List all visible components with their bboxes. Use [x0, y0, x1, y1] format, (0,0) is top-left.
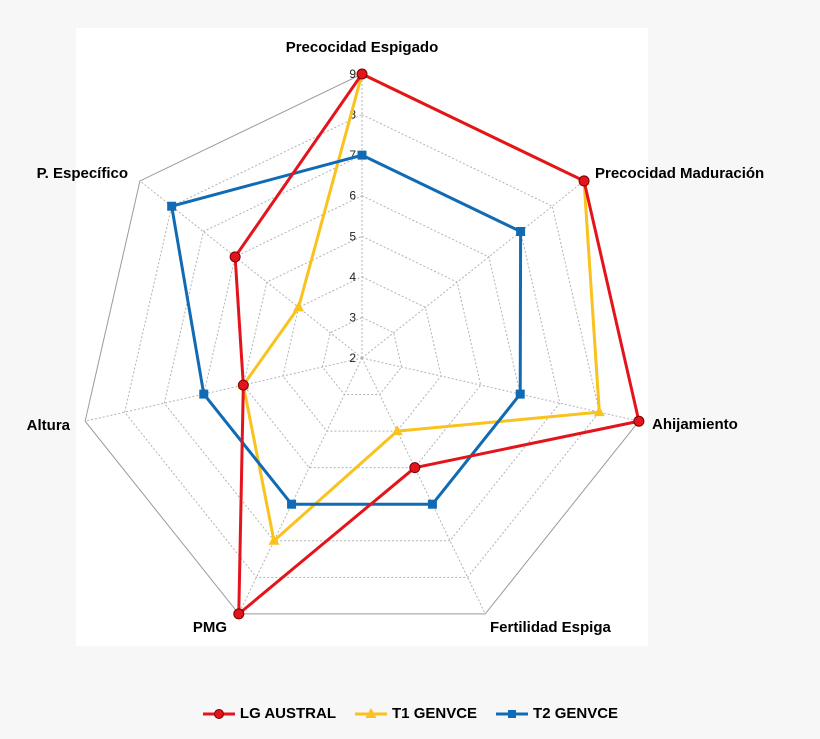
grid-ring: [242, 235, 482, 469]
series-line: [170, 153, 523, 506]
series-line: [241, 72, 601, 543]
data-point: [633, 415, 645, 427]
data-point: [229, 251, 241, 263]
data-point: [427, 499, 437, 509]
data-point: [578, 175, 590, 187]
data-point: [356, 68, 368, 80]
data-point: [593, 406, 605, 417]
grid-spoke: [139, 180, 363, 359]
legend-item: LG AUSTRAL: [202, 705, 336, 722]
radial-tick-label: 6: [349, 189, 356, 203]
radial-tick-label: 7: [349, 148, 356, 162]
radial-tick-label: 9: [349, 67, 356, 81]
grid-spoke: [361, 357, 639, 422]
data-point: [233, 608, 245, 620]
radial-tick-labels: 2 3 4 5 6 7 8 9: [349, 67, 356, 365]
series: [167, 68, 645, 620]
legend-item: T1 GENVCE: [354, 705, 477, 722]
axis-label: Ahijamiento: [652, 416, 738, 433]
radar-chart: 2 3 4 5 6 7 8 9: [84, 67, 645, 620]
radial-tick-label: 4: [349, 270, 356, 284]
legend-label: T1 GENVCE: [392, 705, 478, 722]
grid-ring: [124, 114, 600, 578]
data-point: [516, 227, 526, 237]
grid-spoke: [361, 180, 585, 359]
legend: LG AUSTRAL T1 GENVCE T2 GENVCE: [0, 705, 820, 722]
legend-label: T2 GENVCE: [533, 705, 619, 722]
data-point: [409, 462, 421, 474]
legend-swatch: [202, 708, 235, 719]
series-line: [233, 72, 641, 616]
grid-spoke: [361, 357, 486, 615]
series-lg-austral: [229, 68, 645, 620]
data-point: [515, 389, 525, 399]
legend-label: LG AUSTRAL: [239, 705, 337, 722]
radial-tick-label: 2: [349, 351, 356, 365]
grid-ring: [321, 316, 403, 396]
data-point: [357, 150, 367, 160]
series-t1-genvce: [237, 68, 605, 545]
data-point: [391, 425, 403, 436]
radial-tick-label: 8: [349, 108, 356, 122]
radial-tick-label: 3: [349, 310, 356, 324]
grid-spoke: [238, 357, 363, 615]
legend-swatch: [355, 707, 388, 718]
legend-swatch: [496, 709, 529, 718]
data-point: [293, 301, 305, 312]
grid-spoke: [85, 357, 363, 422]
data-point: [199, 389, 209, 399]
data-point: [237, 379, 249, 391]
radial-tick-label: 5: [349, 229, 356, 243]
legend-item: T2 GENVCE: [495, 705, 618, 722]
data-point: [167, 201, 177, 211]
axis-label: Altura: [27, 417, 71, 434]
data-point: [287, 499, 297, 509]
grid: [84, 73, 640, 615]
data-point: [268, 534, 280, 545]
chart-panel: 2 3 4 5 6 7 8 9: [76, 28, 648, 646]
grid-ring: [163, 154, 561, 542]
series-t2-genvce: [167, 150, 526, 509]
